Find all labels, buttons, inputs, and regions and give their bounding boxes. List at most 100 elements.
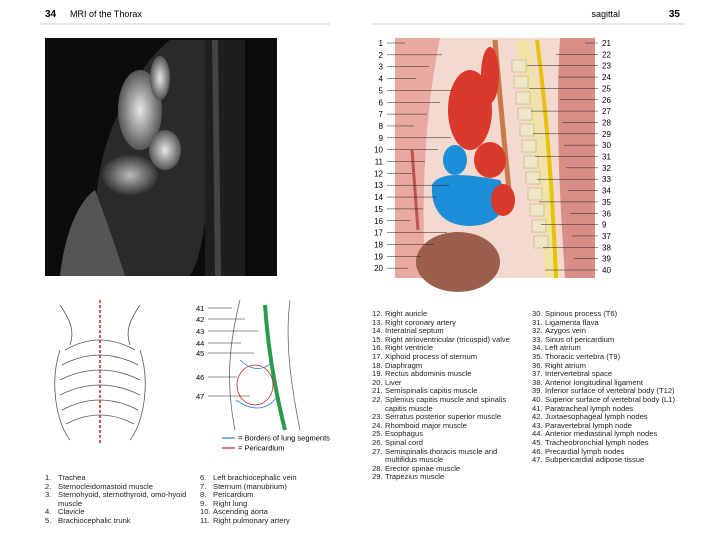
entry-text: Xiphoid process of sternum [385,351,478,361]
page-title: MRI of the Thorax [70,9,142,19]
entry-number: 32. [532,326,543,336]
entry-number: 24. [372,420,383,430]
legend-entry: 19. Rectus abdominis muscle [372,370,522,379]
entry-number: 40. [532,394,543,404]
lymph-node-diagram [229,299,301,431]
callout-number: 12 [374,169,383,178]
page-number: 34 [45,9,57,20]
legend-entry: 28. Erector spinae muscle [372,463,522,474]
entry-number: 46. [532,446,543,456]
legend-entry: 23. Serratus posterior superior muscle [372,413,522,422]
entry-number: 35. [532,351,543,361]
legend-entry: 30. Spinous process (T6) [532,309,702,319]
callout-number: 29 [602,130,611,139]
callout-number: 43 [196,327,204,336]
callout-number: 32 [602,164,611,173]
entry-text: Left atrium [545,343,581,353]
entry-text: Thoracic vertebra (T9) [545,351,621,361]
callout-number: 3 [379,63,384,72]
entry-number: 15. [372,334,383,344]
legend-entry: 41. Paratracheal lymph nodes [532,403,702,414]
callout-number: 9 [379,134,384,143]
entry-number: 27. [372,446,383,456]
entry-number: 36. [532,360,543,370]
entry-number: 38. [532,377,543,387]
entry-number: 39. [532,386,543,396]
entry-number: 11. [200,515,210,525]
entry-text: Brachiocephalic trunk [58,515,131,525]
legend-entry: 13. Right coronary artery [372,318,522,328]
callout-number: 27 [602,107,611,116]
entry-text: Erector spinae muscle [385,463,461,473]
entry-text: Right atrium [545,360,586,370]
callout-number: 41 [196,304,204,313]
entry-text: Subpericardial adipose tissue [545,455,645,465]
callout-number: 16 [374,217,383,226]
callout-number: 37 [602,232,611,241]
entry-number: 23. [372,412,383,422]
entry-text: Right pulmonary artery [213,515,290,525]
legend-entry: 1. Trachea [45,473,190,483]
entry-text: Sternohyoid, sternothyroid, omo-hyoid mu… [58,490,187,508]
entry-text: Tracheobronchial lymph nodes [545,437,649,447]
mri-image [45,38,277,277]
ribcage-diagram [54,300,146,445]
legend-column: 12. Right auricle 13. Right coronary artery… [372,309,522,482]
callout-number: 13 [374,181,383,190]
entry-number: 28. [372,463,383,473]
callout-number: 35 [602,198,611,207]
entry-text: Right auricle [385,309,428,318]
callout-number: 31 [602,153,611,162]
callout-number: 24 [602,73,611,82]
entry-text: Esophagus [385,429,423,439]
callout-number: 47 [196,392,204,401]
entry-text: Liver [385,377,402,387]
entry-number: 21. [372,386,383,396]
entry-text: Rhomboid major muscle [385,420,467,430]
entry-text: Anterior longitudinal ligament [545,377,643,387]
entry-text: Right atrioventricular (tricuspid) valve [385,334,510,344]
callout-number: 26 [602,96,611,105]
callout-number: 19 [374,252,383,261]
callout-number: 45 [196,349,204,358]
entry-number: 18. [372,360,383,370]
callout-number: 18 [374,240,383,249]
legend-entry: 34. Left atrium [532,344,702,353]
page-number: 35 [669,9,681,20]
entry-text: Sternum (manubrium) [213,481,287,491]
callout-number: 46 [196,373,204,382]
legend-entry: 36. Right atrium [532,360,702,371]
legend-entry: 47. Subpericardial adipose tissue [532,455,702,465]
entry-number: 34. [532,343,543,353]
callout-number: 7 [379,110,384,119]
entry-number: 14. [372,326,383,336]
entry-number: 10. [200,507,211,517]
entry-number: 19. [372,369,383,379]
entry-text: Pericardium [213,490,254,500]
callout-number: 5 [379,86,384,95]
legend-entry: 39. Inferior surface of vertebral body (T… [532,387,702,396]
entry-text: Precardial lymph nodes [545,446,625,456]
entry-number: 20. [372,377,383,387]
callout-number: 42 [196,315,204,324]
entry-text: Inferior surface of vertebral body (T12) [545,386,675,396]
legend-entry: 26. Spinal cord [372,437,522,448]
legend-entry: 43. Paravertebral lymph node [532,421,702,431]
legend-entry: 7. Sternum (manubrium) [200,481,325,492]
legend-entry: 14. Interatrial septum [372,327,522,336]
entry-text: Paratracheal lymph nodes [545,403,634,413]
callout-number: 39 [602,255,611,264]
legend-entry: 22. Splenius capitis muscle and spinalis … [372,395,522,413]
entry-number: 2. [45,481,52,491]
entry-number: 33. [532,334,543,344]
callout-number: 40 [602,266,611,275]
legend-entry: 9. Right lung [200,499,325,509]
entry-number: 5. [45,515,52,525]
entry-text: Clavicle [58,507,85,517]
legend-entry: 42. Juxtaesophageal lymph nodes [532,413,702,422]
legend-entry: 18. Diaphragm [372,360,522,371]
entry-number: 26. [372,437,383,447]
legend-text: = Borders of lung segments [238,434,330,443]
entry-number: 6. [200,473,207,482]
callout-number: 25 [602,84,611,93]
